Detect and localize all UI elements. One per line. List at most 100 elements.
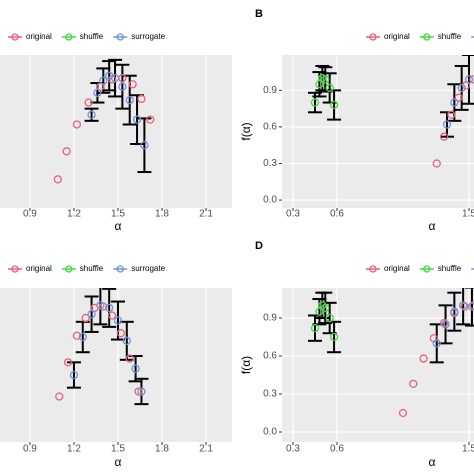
- legend-key: [423, 265, 431, 273]
- y-tick-label: 0.6: [263, 122, 277, 133]
- point: [464, 75, 474, 84]
- error-bar: [66, 361, 81, 389]
- point: [146, 115, 155, 124]
- x-axis-label: α: [115, 455, 122, 469]
- x-tick-label: 1.8: [155, 444, 169, 455]
- point: [105, 303, 114, 313]
- plot-area: [282, 288, 474, 442]
- x-tick-label: 1.5: [111, 209, 125, 220]
- plot-background: [0, 288, 232, 442]
- point: [131, 364, 140, 373]
- point: [398, 408, 408, 418]
- error-bar: [137, 117, 152, 174]
- y-axis-label: f(α): [239, 356, 253, 374]
- point: [441, 320, 450, 329]
- point: [84, 98, 93, 107]
- point: [419, 354, 428, 363]
- y-axis-label: f(α): [239, 122, 253, 140]
- y-tick-label: 0.3: [263, 389, 277, 400]
- point: [325, 313, 334, 323]
- point: [469, 301, 474, 310]
- point: [87, 310, 96, 319]
- point: [467, 302, 474, 311]
- x-tick-label: 0.6: [330, 444, 344, 455]
- legend-key: [11, 265, 19, 273]
- legend-label: shuffle: [80, 264, 104, 273]
- point: [69, 370, 79, 380]
- legend-label: original: [384, 264, 410, 273]
- point: [78, 332, 87, 342]
- x-tick-label: 1.2: [67, 209, 81, 220]
- legend-key: [369, 265, 377, 273]
- x-tick-label: 1.8: [155, 209, 169, 220]
- x-tick-label: 1.5: [111, 444, 125, 455]
- legend-label: original: [26, 32, 52, 41]
- point: [329, 332, 339, 342]
- point: [53, 175, 62, 184]
- point: [310, 323, 320, 333]
- x-tick-label: 0.6: [330, 209, 344, 220]
- panel-label: D: [255, 240, 263, 252]
- legend-label: original: [384, 32, 410, 41]
- point: [325, 83, 334, 93]
- x-axis-label: α: [429, 455, 436, 469]
- point: [457, 83, 466, 93]
- error-bar: [454, 64, 469, 111]
- x-tick-label: 0.3: [286, 444, 300, 455]
- legend-key: [65, 265, 73, 273]
- plot-area: [282, 55, 474, 208]
- plot-area: [29, 55, 207, 208]
- point: [72, 331, 82, 340]
- error-bar: [464, 288, 474, 327]
- legend-label: shuffle: [80, 32, 104, 41]
- x-tick-label: 1.5: [462, 444, 474, 455]
- legend-label: surrogate: [131, 32, 165, 41]
- point: [439, 318, 449, 328]
- legend-key: [423, 33, 431, 41]
- point: [110, 74, 120, 83]
- point: [439, 132, 449, 141]
- error-bar: [456, 288, 471, 326]
- y-tick-label: 0.9: [263, 313, 277, 324]
- error-bar: [128, 355, 143, 383]
- plot-background: [282, 288, 474, 442]
- point: [409, 379, 418, 389]
- error-bar: [75, 320, 90, 354]
- x-tick-label: 1.5: [462, 209, 474, 220]
- x-axis-label: α: [115, 219, 122, 233]
- panel-label: B: [255, 8, 263, 20]
- point: [432, 159, 441, 168]
- point: [469, 75, 474, 84]
- legend-label: original: [26, 264, 52, 273]
- y-tick-label: 0.0: [263, 427, 277, 438]
- point: [432, 339, 441, 348]
- point: [128, 80, 137, 89]
- point: [125, 354, 134, 363]
- point: [116, 329, 126, 338]
- point: [55, 392, 64, 401]
- point: [137, 387, 146, 396]
- point: [447, 110, 456, 119]
- point: [125, 95, 134, 105]
- point: [140, 141, 149, 150]
- legend-key: [116, 33, 124, 41]
- point: [134, 387, 143, 396]
- point: [63, 358, 73, 367]
- point: [87, 110, 96, 119]
- point: [122, 336, 131, 345]
- point: [442, 120, 452, 129]
- error-bar: [102, 60, 117, 92]
- point: [99, 76, 108, 85]
- point: [62, 147, 71, 156]
- point: [310, 98, 320, 107]
- point: [107, 311, 117, 320]
- x-axis-label: α: [429, 219, 436, 233]
- point: [329, 100, 339, 110]
- point: [137, 94, 146, 104]
- error-bar: [327, 89, 342, 121]
- point: [450, 307, 459, 316]
- point: [96, 301, 105, 310]
- error-bar: [102, 288, 117, 328]
- point: [321, 75, 330, 84]
